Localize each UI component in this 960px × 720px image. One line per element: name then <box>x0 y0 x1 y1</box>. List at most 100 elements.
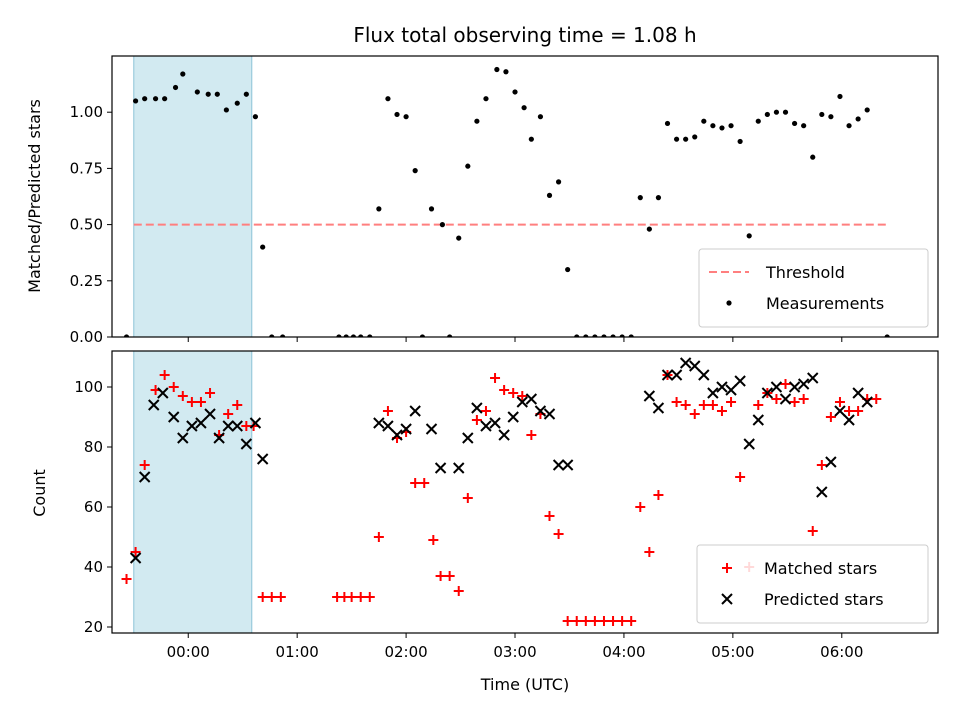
predicted-star-point <box>761 387 774 399</box>
observing-span-shade <box>133 56 253 337</box>
measurement-point <box>123 334 130 337</box>
measurement-point <box>537 114 544 120</box>
x-tick-label: 05:00 <box>711 643 754 661</box>
matched-star-point <box>626 616 637 626</box>
matched-star-point <box>205 388 216 398</box>
predicted-star-point <box>391 429 403 441</box>
measurement-point <box>252 114 259 120</box>
matched-star-point <box>364 592 375 602</box>
measurement-point <box>503 69 509 75</box>
measurement-point <box>162 96 168 102</box>
matched-star-point <box>825 412 836 422</box>
y-tick-label: 100 <box>74 378 103 396</box>
matched-star-point <box>428 535 439 545</box>
y-tick-label: 0.50 <box>70 216 103 234</box>
predicted-star-point <box>453 462 465 474</box>
predicted-star-point <box>256 453 269 465</box>
predicted-star-point <box>543 408 556 420</box>
measurement-point <box>574 334 580 337</box>
matched-star-point <box>499 385 510 395</box>
matched-star-point <box>753 400 764 410</box>
matched-star-point <box>435 571 446 581</box>
predicted-star-point <box>489 417 501 429</box>
measurement-point <box>343 334 349 337</box>
measurement-point <box>260 244 266 250</box>
matched-star-point <box>186 397 197 407</box>
measurement-point <box>142 96 148 102</box>
matched-star-point <box>346 592 357 602</box>
predicted-star-point <box>816 486 828 498</box>
measurement-point <box>692 134 698 140</box>
x-tick-label: 02:00 <box>384 643 427 661</box>
matched-star-point <box>844 406 855 416</box>
measurement-point <box>412 168 418 174</box>
predicted-star-point <box>157 387 169 399</box>
matched-star-point <box>177 391 188 401</box>
measurement-point <box>773 109 780 115</box>
measurement-point <box>367 334 373 337</box>
predicted-star-point <box>168 411 180 423</box>
predicted-star-point <box>525 393 538 405</box>
predicted-star-point <box>643 390 656 402</box>
chart-title: Flux total observing time = 1.08 h <box>353 23 696 47</box>
predicted-star-point <box>240 438 253 450</box>
legend-measurement-swatch <box>726 300 732 306</box>
predicted-star-point <box>382 420 394 432</box>
predicted-star-point <box>434 462 447 474</box>
predicted-star-point <box>498 429 510 441</box>
measurement-point <box>864 107 870 113</box>
predicted-star-point <box>834 405 846 417</box>
matched-star-point <box>168 382 179 392</box>
measurement-point <box>394 111 400 118</box>
matched-star-point <box>553 529 564 539</box>
legend: Threshold Measurements <box>698 248 929 328</box>
matched-star-point <box>544 511 555 521</box>
matched-star-point <box>853 406 864 416</box>
predicted-star-point <box>552 459 565 471</box>
predicted-star-point <box>400 423 412 435</box>
predicted-star-point <box>843 414 855 426</box>
predicted-star-point <box>561 459 574 471</box>
matched-star-point <box>232 400 243 410</box>
matched-star-point <box>223 409 234 419</box>
axes-frame <box>111 55 939 338</box>
top-y-axis-label: Matched/Predicted stars <box>25 99 44 293</box>
measurement-point <box>465 163 471 169</box>
measurement-point <box>336 334 342 337</box>
predicted-star-point <box>148 399 160 411</box>
matched-star-point <box>816 460 827 470</box>
measurement-point <box>846 123 852 129</box>
matched-star-point <box>195 397 206 407</box>
matched-star-point <box>780 379 791 389</box>
predicted-star-point <box>652 402 665 414</box>
matched-star-point <box>789 397 800 407</box>
predicted-star-point <box>231 420 243 432</box>
measurement-point <box>855 116 861 122</box>
measurement-point <box>521 105 527 111</box>
matched-star-point <box>490 373 501 383</box>
measurement-point <box>223 107 229 113</box>
measurement-point <box>565 266 571 273</box>
matched-star-point <box>462 493 473 503</box>
matched-star-point <box>608 616 619 626</box>
x-tick-label: 06:00 <box>820 643 863 661</box>
measurement-point <box>646 226 652 232</box>
predicted-star-point <box>797 378 810 390</box>
predicted-star-point <box>471 402 483 414</box>
predicted-star-point <box>195 417 207 429</box>
measurement-point <box>710 123 716 129</box>
measurement-point <box>419 334 426 337</box>
measurement-point <box>828 114 834 120</box>
matched-star-point <box>807 526 818 536</box>
matched-star-point <box>139 460 150 470</box>
measurement-point <box>180 71 186 77</box>
measurement-point <box>619 334 625 337</box>
predicted-star-point <box>752 414 764 426</box>
matched-star-point <box>735 472 746 482</box>
matched-star-point <box>617 616 628 626</box>
measurement-point <box>628 334 634 337</box>
y-tick-label: 1.00 <box>70 103 103 121</box>
matched-star-point <box>580 616 591 626</box>
matched-star-point <box>716 406 727 416</box>
predicted-star-point <box>129 552 142 564</box>
